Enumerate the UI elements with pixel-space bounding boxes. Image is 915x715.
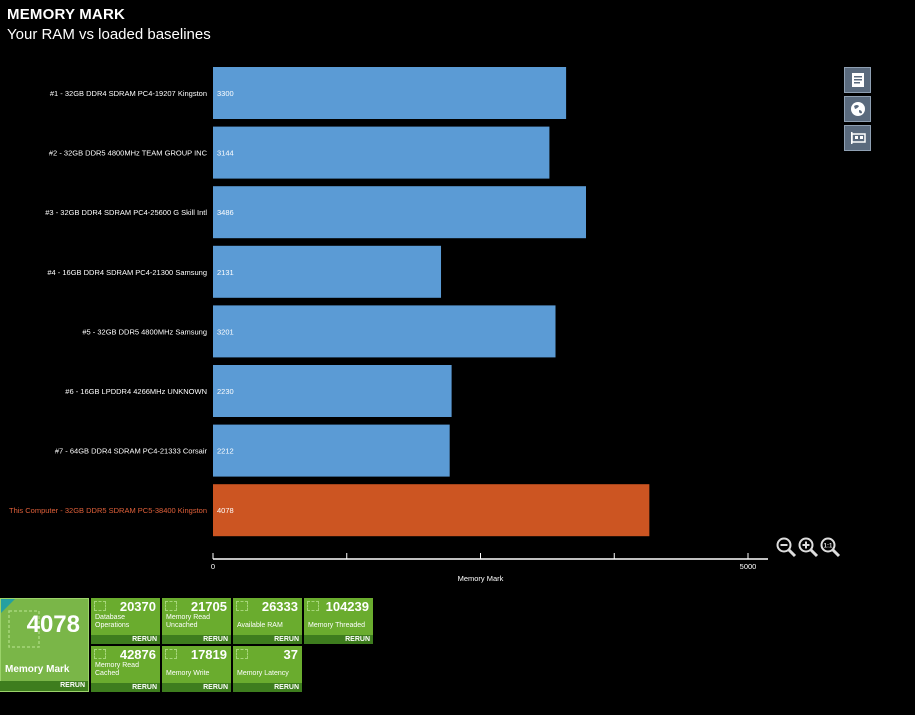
tile-memory-threaded: 104239 Memory Threaded RERUN [304, 598, 373, 644]
rerun-button[interactable]: RERUN [91, 635, 160, 644]
globe-icon [850, 102, 865, 116]
category-label: #6 - 16GB LPDDR4 4266MHz UNKNOWN [65, 387, 207, 396]
tile-label: Memory Read Cached [95, 662, 139, 677]
x-tick-label: 0 [211, 562, 215, 571]
rerun-button[interactable]: RERUN [233, 683, 302, 692]
chip-icon [94, 649, 106, 659]
category-label: #7 - 64GB DDR4 SDRAM PC4-21333 Corsair [55, 447, 208, 456]
zoom-out-icon [776, 537, 797, 558]
rerun-button[interactable]: RERUN [304, 635, 373, 644]
bar-value-label: 3201 [217, 327, 234, 336]
page-title: MEMORY MARK [7, 6, 126, 23]
hardware-button[interactable] [844, 125, 871, 151]
bar [213, 126, 550, 179]
tile-value: 26333 [261, 599, 298, 614]
tile-value: 20370 [119, 599, 156, 614]
rerun-button[interactable]: RERUN [233, 635, 302, 644]
globe-button[interactable] [844, 96, 871, 122]
bar [213, 484, 650, 537]
zoom-reset-button[interactable]: 1:1 [819, 536, 841, 558]
bar [213, 186, 587, 239]
memory-mark-rerun-button[interactable]: RERUN [0, 681, 88, 691]
bar-value-label: 2212 [217, 447, 234, 456]
chip-icon [8, 610, 40, 648]
bar-value-label: 3144 [217, 149, 234, 158]
chip-icon [94, 601, 106, 611]
bar [213, 424, 450, 477]
chip-icon [236, 649, 248, 659]
tile-value: 37 [283, 647, 298, 662]
rerun-button[interactable]: RERUN [162, 635, 231, 644]
tile-memory-write: 17819 Memory Write RERUN [162, 646, 231, 692]
rerun-button[interactable]: RERUN [162, 683, 231, 692]
tile-memory-latency: 37 Memory Latency RERUN [233, 646, 302, 692]
tile-value: 42876 [119, 647, 156, 662]
rerun-button[interactable]: RERUN [91, 683, 160, 692]
tile-value: 104239 [325, 599, 369, 614]
tile-label: Memory Write [166, 670, 210, 677]
bar-value-label: 4078 [217, 506, 234, 515]
zoom-in-icon [798, 537, 819, 558]
document-icon [851, 73, 864, 87]
memory-mark-chart: #1 - 32GB DDR4 SDRAM PC4-19207 Kingston 3… [9, 67, 768, 583]
zoom-reset-text: 1:1 [824, 544, 833, 550]
x-axis-label: Memory Mark [458, 574, 504, 583]
bar-value-label: 2131 [217, 268, 234, 277]
bar [213, 67, 567, 119]
category-label: #1 - 32GB DDR4 SDRAM PC4-19207 Kingston [50, 89, 207, 98]
bar [213, 305, 556, 358]
tile-label: Memory Read Uncached [166, 614, 210, 629]
tile-corner-marker [1, 599, 15, 613]
memory-mark-label: Memory Mark [5, 664, 70, 675]
category-label: #3 - 32GB DDR4 SDRAM PC4-25600 G Skill I… [45, 208, 207, 217]
tile-value: 21705 [190, 599, 227, 614]
category-label: #5 - 32GB DDR5 4800MHz Samsung [82, 327, 207, 336]
category-label: This Computer - 32GB DDR5 SDRAM PC5-3840… [9, 506, 207, 515]
zoom-reset-icon: 1:1 [820, 537, 841, 558]
tile-database-operations: 20370 Database Operations RERUN [91, 598, 160, 644]
category-label: #4 - 16GB DDR4 SDRAM PC4-21300 Samsung [47, 268, 207, 277]
chip-icon [236, 601, 248, 611]
bar-value-label: 3486 [217, 208, 234, 217]
tile-memory-read-uncached: 21705 Memory Read Uncached RERUN [162, 598, 231, 644]
chip-icon [307, 601, 319, 611]
x-tick-label: 5000 [740, 562, 757, 571]
category-label: #2 - 32GB DDR5 4800MHz TEAM GROUP INC [49, 149, 208, 158]
tile-label: Memory Latency [237, 670, 289, 677]
bar-value-label: 3300 [217, 89, 234, 98]
bar [213, 245, 442, 298]
bar-value-label: 2230 [217, 387, 234, 396]
memory-mark-tile: 4078 Memory Mark RERUN [0, 598, 89, 692]
memory-mark-score: 4078 [26, 611, 80, 638]
tile-memory-read-cached: 42876 Memory Read Cached RERUN [91, 646, 160, 692]
chip-icon [165, 649, 177, 659]
chip-icon [165, 601, 177, 611]
tile-label: Memory Threaded [308, 622, 366, 629]
hardware-icon [850, 132, 866, 144]
tile-label: Database Operations [95, 614, 130, 629]
tile-value: 17819 [190, 647, 227, 662]
bar [213, 365, 452, 417]
page-subtitle: Your RAM vs loaded baselines [7, 26, 211, 43]
tile-label: Available RAM [237, 622, 283, 629]
tile-available-ram: 26333 Available RAM RERUN [233, 598, 302, 644]
document-button[interactable] [844, 67, 871, 93]
zoom-out-button[interactable] [775, 536, 797, 558]
zoom-in-button[interactable] [797, 536, 819, 558]
